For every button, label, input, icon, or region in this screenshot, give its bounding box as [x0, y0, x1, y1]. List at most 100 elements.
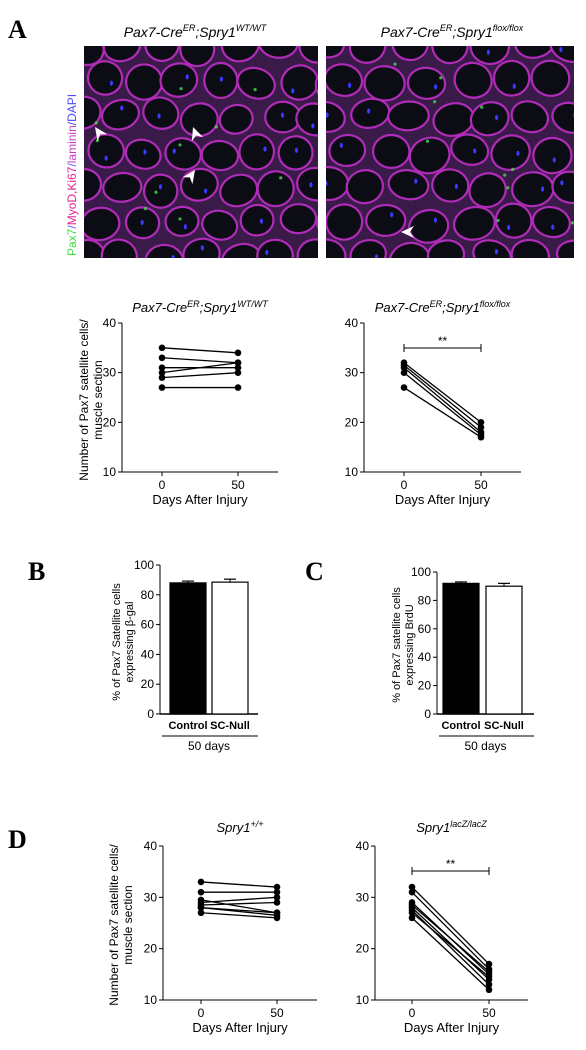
muscle-fiber	[490, 134, 531, 172]
nucleus	[157, 113, 161, 119]
micrograph-title-left-main: Pax7-Cre	[124, 24, 183, 40]
data-point	[197, 888, 205, 896]
nucleus	[374, 254, 379, 258]
x-tick-label: 0	[159, 478, 166, 492]
muscle-fiber	[144, 46, 180, 63]
pax7-cell	[425, 139, 430, 143]
data-point	[158, 369, 166, 376]
data-point	[400, 384, 408, 391]
data-point	[477, 424, 485, 431]
chart-title: Pax7-CreER;Spry1WT/WT	[132, 299, 269, 315]
pax7-cell	[279, 176, 283, 180]
muscle-fiber	[326, 203, 364, 241]
data-point	[273, 912, 281, 919]
nucleus	[540, 186, 545, 192]
muscle-fiber	[201, 209, 239, 241]
chart-title: Pax7-CreER;Spry1flox/flox	[375, 299, 511, 315]
muscle-fiber	[531, 205, 571, 239]
chart-title-sup2: flox/flox	[480, 299, 511, 309]
stain-label-sep1: /	[65, 225, 79, 229]
x-tick-label: 50	[474, 478, 488, 492]
series-line-1	[403, 362, 482, 423]
chart-title-main: Spry1	[416, 820, 450, 835]
chart-title-sup2: WT/WT	[237, 299, 269, 309]
muscle-fiber	[100, 98, 140, 131]
muscle-fiber	[326, 46, 345, 59]
muscle-fiber	[256, 170, 295, 208]
chart-title-main: Pax7-Cre	[375, 300, 430, 315]
chart-title-mid: ;Spry1	[442, 300, 480, 315]
muscle-fiber	[387, 100, 430, 132]
stain-label-pax7: Pax7	[65, 228, 79, 256]
nucleus	[454, 183, 458, 190]
series-line-8	[200, 906, 278, 916]
muscle-fiber	[450, 133, 490, 166]
pax7-cell	[95, 139, 99, 143]
muscle-fiber	[238, 133, 276, 171]
series-line-4	[200, 901, 278, 906]
y-tick-label: 40	[144, 839, 158, 853]
y-tick-label: 100	[134, 558, 154, 572]
muscle-fiber	[408, 136, 451, 175]
data-point	[234, 369, 242, 376]
muscle-fiber	[326, 63, 364, 97]
nucleus	[414, 178, 418, 184]
muscle-fiber	[348, 46, 387, 64]
nucleus	[104, 155, 108, 161]
series-line-4	[161, 362, 239, 374]
chart-title: Spry1lacZ/lacZ	[416, 819, 487, 835]
pax7-cell	[439, 76, 443, 80]
nucleus	[158, 184, 163, 190]
y-axis-label-line2: expressing BrdU	[404, 604, 416, 685]
muscle-fiber	[179, 46, 216, 68]
muscle-fiber	[532, 136, 573, 175]
muscle-fiber	[328, 133, 367, 168]
y-tick-label: 0	[147, 707, 154, 721]
data-point	[477, 433, 485, 441]
pax7-cell	[179, 87, 183, 91]
muscle-fiber	[468, 172, 507, 209]
nucleus	[172, 148, 176, 154]
muscle-fiber	[453, 61, 493, 99]
pax7-cell	[393, 62, 397, 66]
y-tick-label: 20	[141, 677, 155, 691]
nucleus	[280, 112, 285, 118]
muscle-fiber	[494, 202, 533, 239]
stain-label-sep2: /	[65, 163, 79, 167]
nucleus	[390, 212, 394, 218]
muscle-fiber	[159, 62, 199, 98]
series-line-6	[411, 912, 490, 978]
nucleus	[573, 113, 574, 118]
data-point	[234, 384, 242, 391]
nucleus	[473, 148, 477, 154]
x-axis-label: Days After Injury	[152, 492, 248, 507]
y-tick-label: 30	[144, 890, 158, 904]
x-axis-label: Days After Injury	[404, 1020, 500, 1035]
series-line-2	[403, 364, 482, 428]
arrowhead	[191, 127, 204, 142]
stain-label-laminin: laminin	[65, 125, 79, 163]
muscle-fiber	[182, 237, 221, 258]
chart-b: 0 20 40 60 80 100 Control SC-Null 50 days % of Pa…	[111, 558, 258, 753]
series-line-5	[161, 372, 239, 379]
x-tick-label: 0	[401, 478, 408, 492]
series-line-5	[411, 909, 490, 986]
micrograph-title-right: Pax7-CreER;Spry1flox/flox	[381, 23, 524, 40]
muscle-fiber	[576, 209, 586, 243]
data-point	[477, 419, 485, 426]
muscle-fiber	[84, 238, 107, 258]
nucleus	[326, 112, 329, 118]
chart-title-mid: ;Spry1	[200, 300, 238, 315]
series-line-1	[411, 886, 490, 965]
muscle-fiber	[431, 46, 469, 65]
muscle-fiber	[510, 100, 550, 134]
nucleus	[265, 249, 269, 256]
y-tick-label: 20	[144, 942, 158, 956]
nucleus	[259, 218, 264, 224]
x-tick-label: 50	[231, 478, 245, 492]
muscle-fiber	[530, 59, 571, 97]
micrograph-wildtype	[84, 46, 318, 258]
pax7-cell	[511, 167, 515, 171]
panel-letter-a: A	[8, 15, 27, 44]
